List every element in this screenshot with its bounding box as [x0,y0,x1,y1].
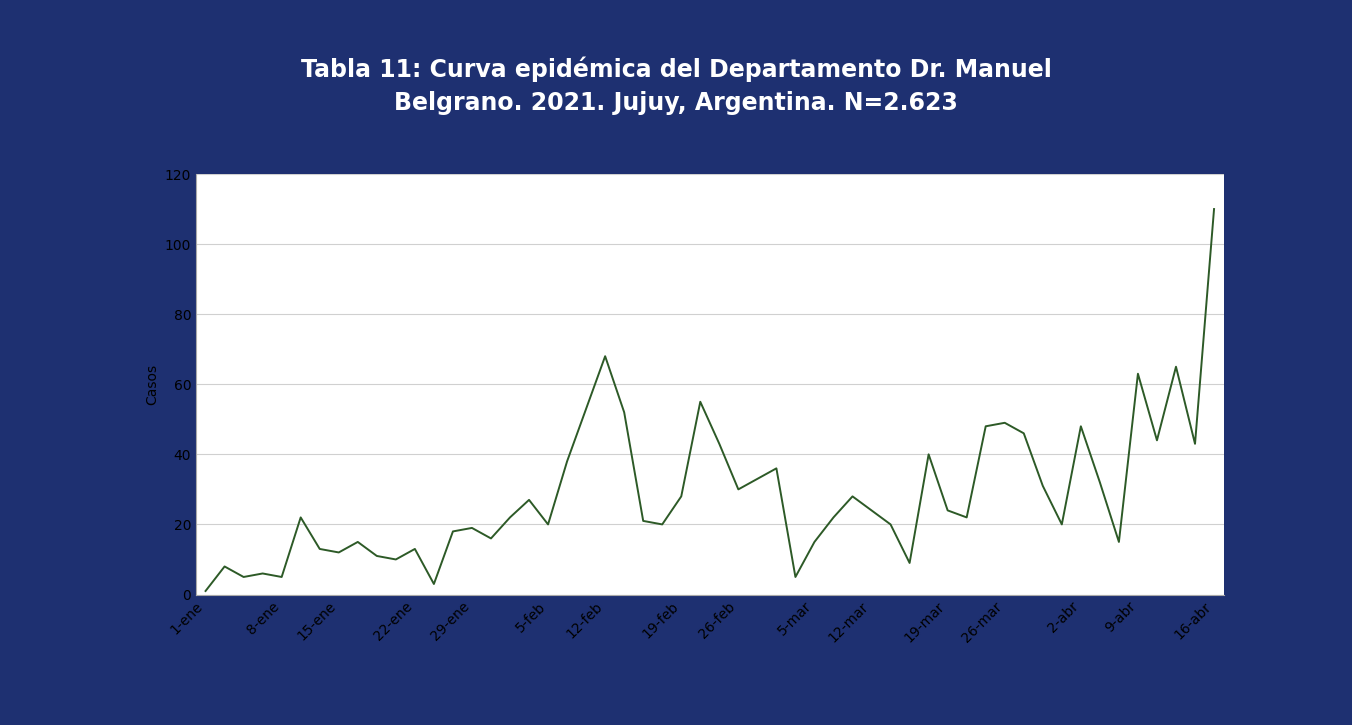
Y-axis label: Casos: Casos [145,364,160,405]
Text: Belgrano. 2021. Jujuy, Argentina. N=2.623: Belgrano. 2021. Jujuy, Argentina. N=2.62… [393,91,959,115]
Text: Tabla 11: Curva epidémica del Departamento Dr. Manuel: Tabla 11: Curva epidémica del Departamen… [300,56,1052,82]
